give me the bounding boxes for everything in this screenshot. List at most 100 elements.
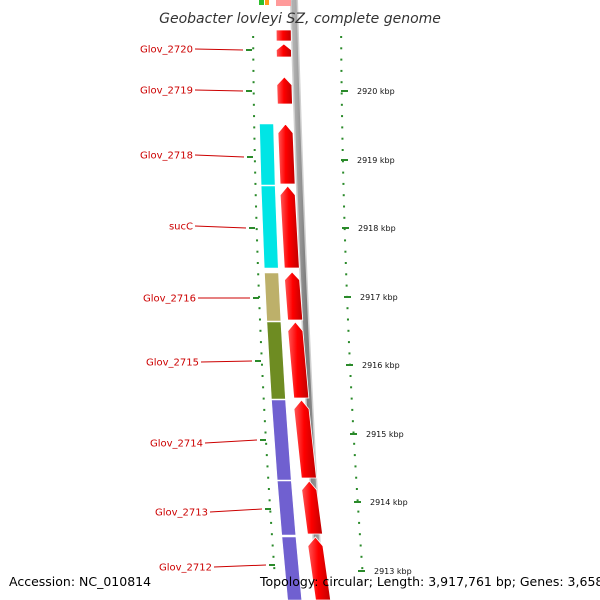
kbp-ruler: 2920 kbp 2919 kbp 2918 kbp 2917 kbp 2916 kbp… xyxy=(341,87,412,576)
inner-tick-dot xyxy=(261,375,264,377)
outer-tick-dot xyxy=(355,476,358,479)
gene-leader-line xyxy=(213,564,267,568)
outer-tick-dot xyxy=(347,341,350,344)
outer-tick-dot xyxy=(340,103,343,106)
gene-segment-glov_2718 xyxy=(259,123,276,186)
gene-label-8: Glov_2712 xyxy=(159,563,212,574)
gene-tick-mark xyxy=(253,297,259,299)
colored-track xyxy=(259,0,303,600)
gene-leader-line xyxy=(204,439,258,444)
inner-tick-dot xyxy=(256,250,259,253)
outer-tick-dot xyxy=(358,521,361,524)
inner-tick-dot xyxy=(258,295,261,298)
cds-arrow-0 xyxy=(275,29,292,42)
kbp-major-tick xyxy=(341,90,348,92)
outer-tick-dot xyxy=(342,194,345,197)
inner-tick-dot xyxy=(256,262,259,264)
gene-segment-glov_2716 xyxy=(264,272,282,322)
kbp-major-tick xyxy=(342,227,349,229)
outer-tick-dot xyxy=(352,431,355,434)
inner-tick-dot xyxy=(260,352,263,355)
gene-segment-glov_2712 xyxy=(281,536,303,600)
inner-tick-dot xyxy=(252,47,255,50)
gene-leader-line xyxy=(209,508,263,513)
kbp-major-tick xyxy=(346,364,353,366)
gene-label-7: Glov_2713 xyxy=(155,508,208,519)
gene-tick-mark xyxy=(265,508,271,510)
kbp-major-tick xyxy=(354,501,361,503)
outer-tick-dot xyxy=(354,465,357,468)
accession-text: Accession: NC_010814 xyxy=(9,574,152,589)
cds-arrow-1 xyxy=(275,43,292,58)
outer-tick-dot xyxy=(342,182,345,185)
gene-segment-sucC xyxy=(260,185,279,269)
outer-tick-dot xyxy=(360,555,363,558)
outer-tick-dot xyxy=(348,352,351,355)
tick-rows xyxy=(252,36,364,570)
inner-tick-dot xyxy=(252,81,255,84)
gene-label-6: Glov_2714 xyxy=(150,439,203,450)
inner-tick-dot xyxy=(262,386,265,389)
inner-tick-dot xyxy=(252,36,255,38)
outer-tick-dot xyxy=(340,69,343,72)
kbp-label-2: 2918 kbp xyxy=(358,224,396,233)
cds-arrow-3 xyxy=(277,123,296,185)
kbp-label-7: 2913 kbp xyxy=(374,567,412,576)
gene-tick-mark xyxy=(260,439,266,441)
inner-tick-dot xyxy=(260,363,263,366)
outer-tick-dot xyxy=(343,228,346,231)
gene-tick-mark xyxy=(255,360,261,362)
gene-tick-mark xyxy=(249,227,255,229)
cds-top-fade xyxy=(276,0,291,6)
outer-tick-dot xyxy=(344,262,347,264)
outer-tick-dot xyxy=(343,205,346,208)
kbp-label-5: 2915 kbp xyxy=(366,430,404,439)
outer-tick-dot xyxy=(341,160,344,163)
outer-tick-dot xyxy=(343,216,346,219)
outer-tick-dot xyxy=(358,533,361,536)
outer-tick-dot xyxy=(355,488,358,490)
outer-tick-dot xyxy=(345,273,348,276)
cds-arrow-2 xyxy=(276,76,293,105)
inner-tick-dot xyxy=(255,228,258,231)
gene-tick-mark xyxy=(269,564,275,566)
inner-tick-dot xyxy=(253,126,256,129)
outer-tick-dot xyxy=(351,408,354,411)
inner-tick-dot xyxy=(259,329,262,332)
inner-tick-dot xyxy=(252,69,255,72)
outer-tick-dot xyxy=(356,499,359,502)
cds-arrow-5 xyxy=(284,271,304,321)
outer-tick-dot xyxy=(341,137,344,140)
gene-label-1: Glov_2719 xyxy=(140,86,193,97)
inner-tick-dot xyxy=(257,273,260,276)
inner-tick-dot xyxy=(270,533,273,536)
cds-arrow-4 xyxy=(279,185,300,269)
outer-tick-dot xyxy=(340,81,343,84)
kbp-label-4: 2916 kbp xyxy=(362,361,400,370)
outer-tick-dot xyxy=(349,375,352,377)
inner-tick-dot xyxy=(263,408,266,411)
inner-tick-dot xyxy=(253,137,256,140)
inner-tick-dot xyxy=(252,103,255,106)
top-stub-orange xyxy=(265,0,269,5)
inner-tick-dot xyxy=(262,397,265,400)
gene-leader-line xyxy=(194,225,247,229)
cds-track xyxy=(275,0,332,600)
outer-tick-dot xyxy=(346,318,349,321)
gene-label-3: sucC xyxy=(169,222,193,233)
cds-arrow-6 xyxy=(287,321,310,399)
gene-labels: Glov_2720 Glov_2719 Glov_2718 sucC Glov_2716… xyxy=(140,45,275,574)
inner-tick-dot xyxy=(252,92,255,95)
gene-tick-mark xyxy=(246,90,252,92)
kbp-label-0: 2920 kbp xyxy=(357,87,395,96)
inner-tick-dot xyxy=(263,420,266,423)
inner-tick-dot xyxy=(271,544,274,547)
inner-tick-dot xyxy=(266,465,269,468)
inner-tick-dot xyxy=(254,182,257,185)
kbp-label-6: 2914 kbp xyxy=(370,498,408,507)
inner-tick-dot xyxy=(270,521,273,524)
inner-tick-dot xyxy=(258,307,261,310)
inner-tick-dot xyxy=(255,205,258,208)
outer-tick-dot xyxy=(351,420,354,423)
inner-tick-dot xyxy=(253,115,256,118)
